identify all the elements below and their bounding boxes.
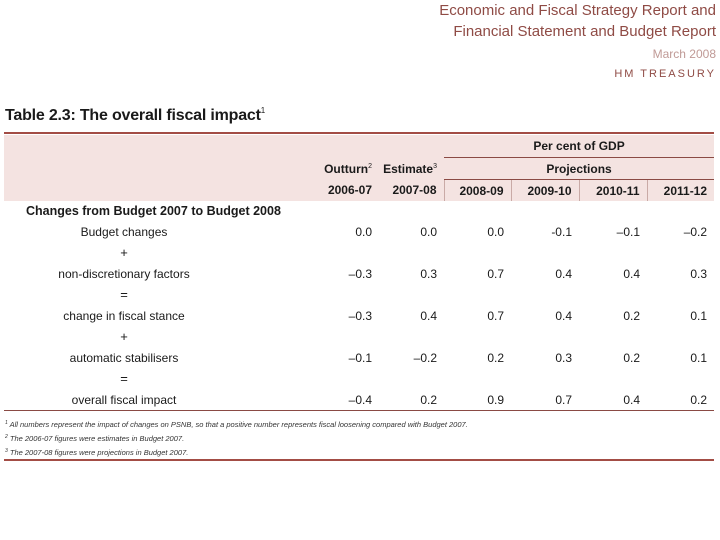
cell-value: 0.7: [487, 308, 504, 323]
report-title-line-2: Financial Statement and Budget Report: [453, 23, 716, 40]
table-bottom-rule: [4, 459, 714, 461]
cell-value: –0.3: [348, 266, 372, 281]
year-header: 2010-11: [578, 179, 647, 201]
year-header: 2007-08: [379, 179, 444, 201]
cell-value: -0.1: [551, 224, 572, 239]
cell-value: 0.9: [444, 389, 511, 411]
table-row: change in fiscal stance –0.3 0.4 0.7 0.4…: [4, 305, 714, 326]
report-title-line-1: Economic and Fiscal Strategy Report and: [439, 2, 716, 19]
cell-value: 0.4: [623, 266, 640, 281]
outturn-note: 2: [368, 162, 372, 170]
year-header: 2006-07: [304, 179, 379, 201]
cell-value: 0.3: [555, 350, 572, 365]
cell-value: 0.2: [623, 350, 640, 365]
estimate-header: Estimate3: [379, 157, 444, 180]
cell-value: 0.4: [420, 308, 437, 323]
operator-symbol: +: [120, 329, 128, 344]
cell-value: 0.2: [487, 350, 504, 365]
row-label: overall fiscal impact: [4, 389, 304, 411]
cell-value: 0.7: [511, 389, 579, 411]
cell-value: 0.4: [555, 266, 572, 281]
table-title: Table 2.3: The overall fiscal impact1: [5, 106, 265, 125]
operator-symbol: =: [120, 287, 128, 302]
operator-symbol: +: [120, 245, 128, 260]
row-label: change in fiscal stance: [63, 308, 185, 323]
row-label: Budget changes: [80, 224, 168, 239]
row-label: non-discretionary factors: [58, 266, 190, 281]
footnote: 1 All numbers represent the impact of ch…: [5, 420, 468, 429]
operator-row: +: [4, 242, 714, 263]
year-header: 2009-10: [510, 179, 579, 201]
header-row-years: 2006-07 2007-08 2008-09 2009-10 2010-11 …: [4, 179, 715, 201]
outturn-header: Outturn2: [304, 157, 379, 180]
cell-value: 0.0: [355, 224, 372, 239]
header-row-unit: Per cent of GDP: [4, 135, 715, 158]
table-row: automatic stabilisers –0.1 –0.2 0.2 0.3 …: [4, 347, 714, 368]
operator-symbol: =: [120, 371, 128, 386]
cell-value: 0.3: [420, 266, 437, 281]
cell-value: 0.3: [690, 266, 708, 281]
estimate-note: 3: [433, 162, 437, 170]
cell-value: –0.2: [413, 350, 437, 365]
table-row: non-discretionary factors –0.3 0.3 0.7 0…: [4, 263, 714, 284]
operator-row: +: [4, 326, 714, 347]
unit-label: Per cent of GDP: [444, 135, 715, 158]
table-row: Budget changes 0.0 0.0 0.0 -0.1 –0.1 –0.…: [4, 221, 714, 242]
operator-row: =: [4, 368, 714, 389]
cell-value: –0.1: [348, 350, 372, 365]
year-header: 2008-09: [443, 179, 511, 201]
cell-value: 0.7: [487, 266, 504, 281]
treasury-brand: HM TREASURY: [614, 68, 716, 80]
table-title-note: 1: [260, 106, 265, 115]
cell-value: 0.1: [690, 350, 708, 365]
cell-value: 0.0: [487, 224, 504, 239]
cell-value: –0.3: [348, 308, 372, 323]
footnote: 2 The 2006-07 figures were estimates in …: [5, 434, 185, 443]
section-heading-row: Changes from Budget 2007 to Budget 2008: [4, 201, 714, 221]
fiscal-impact-table: Per cent of GDP Outturn2 Estimate3 Proje…: [4, 135, 715, 411]
operator-row: =: [4, 284, 714, 305]
cell-value: –0.2: [683, 224, 708, 239]
cell-value: 0.1: [690, 308, 708, 323]
section-heading: Changes from Budget 2007 to Budget 2008: [26, 204, 281, 218]
footnotes: 1 All numbers represent the impact of ch…: [5, 417, 468, 459]
cell-value: 0.2: [623, 308, 640, 323]
row-label: automatic stabilisers: [69, 350, 179, 365]
table-top-rule: [4, 132, 714, 134]
cell-value: 0.4: [555, 308, 572, 323]
cell-value: 0.4: [579, 389, 647, 411]
header-row-type: Outturn2 Estimate3 Projections: [4, 157, 715, 180]
projections-header: Projections: [444, 157, 715, 180]
report-header: Economic and Fiscal Strategy Report and …: [439, 0, 716, 83]
table-title-text: Table 2.3: The overall fiscal impact: [5, 107, 261, 124]
report-date: March 2008: [652, 47, 716, 61]
table-row: overall fiscal impact –0.4 0.2 0.9 0.7 0…: [4, 389, 715, 411]
year-header: 2011-12: [646, 179, 715, 201]
cell-value: 0.2: [647, 389, 715, 411]
cell-value: 0.2: [379, 389, 444, 411]
cell-value: 0.0: [420, 224, 437, 239]
cell-value: –0.4: [304, 389, 379, 411]
cell-value: –0.1: [616, 224, 640, 239]
footnote: 3 The 2007-08 figures were projections i…: [5, 448, 189, 457]
